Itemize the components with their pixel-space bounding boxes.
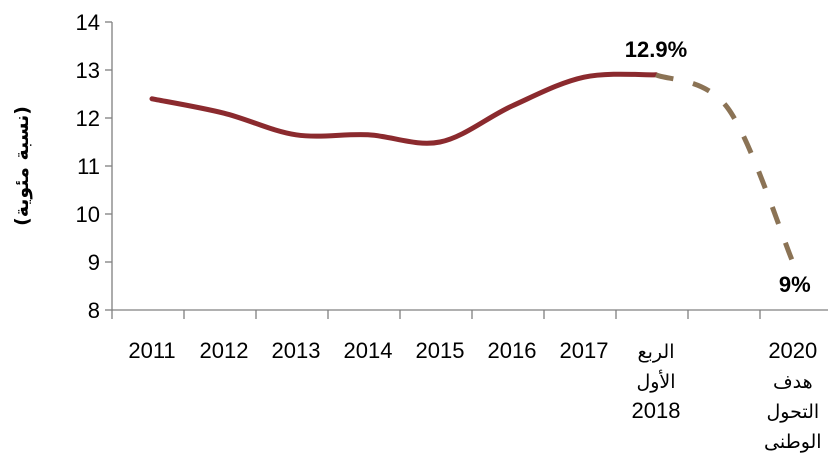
y-tick-label: 11 (77, 154, 100, 179)
series-lines (149, 71, 796, 263)
y-tick-label: 9 (88, 250, 100, 275)
x-tick-label: 2017 (560, 338, 609, 363)
x-tick-label: الأول (636, 370, 675, 393)
y-tick-label: 13 (76, 58, 100, 83)
x-tick-label: هدف (773, 371, 813, 393)
y-tick-label: 8 (88, 298, 100, 323)
y-tick-label: 12 (76, 106, 100, 131)
x-tick-label: 2013 (272, 338, 321, 363)
x-tick-label: 2015 (416, 338, 465, 363)
x-tick-label: 2012 (200, 338, 249, 363)
x-tick-label: الربع (638, 341, 675, 363)
x-tick-label: التحول (766, 401, 819, 423)
series-line-actual (149, 71, 659, 146)
x-tick-label: 2018 (632, 398, 681, 423)
series-line-target (654, 72, 796, 263)
data-label: 12.9% (625, 37, 687, 62)
data-labels: 12.9% 9% (625, 37, 811, 297)
x-tick-label: 2011 (128, 338, 175, 363)
y-tick-label: 14 (76, 10, 100, 35)
x-tick-label: الوطنى (764, 431, 822, 453)
x-tick-label: 2020 (768, 338, 817, 363)
x-tick-label: 2016 (488, 338, 537, 363)
x-tick-label: 2014 (344, 338, 393, 363)
y-axis-title: (نسبة مئوية) (11, 106, 33, 226)
y-tick-label: 10 (76, 202, 100, 227)
data-label: 9% (779, 272, 811, 297)
axes: 8 9 10 11 12 13 14 2011 2012 2013 2014 2015 2016 2017… (76, 10, 828, 453)
